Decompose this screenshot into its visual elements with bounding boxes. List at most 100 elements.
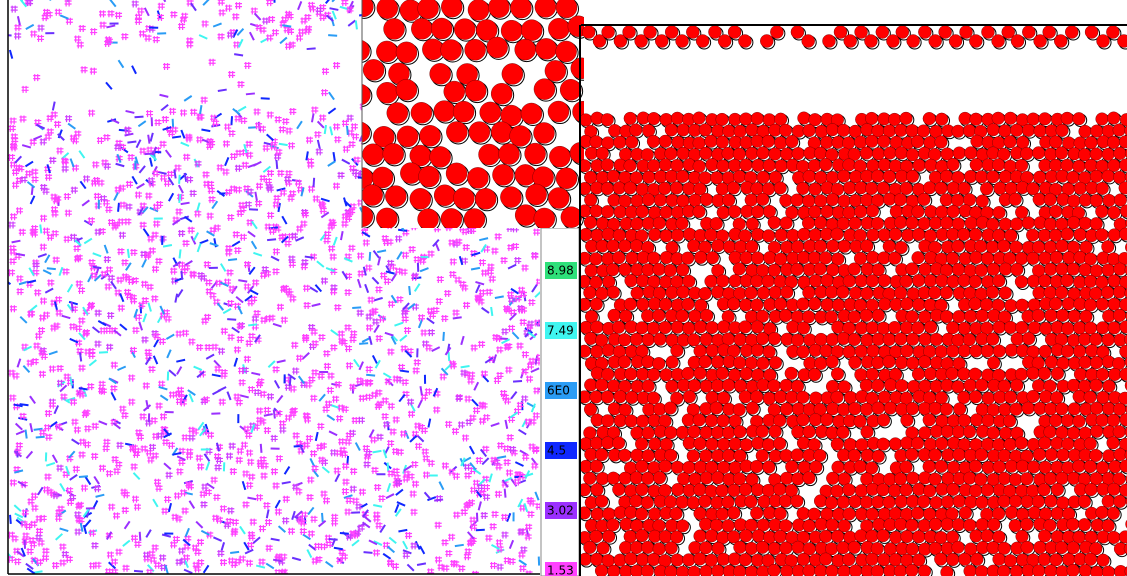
particle — [843, 275, 856, 288]
arrow-glyph — [79, 388, 88, 389]
particle — [923, 112, 936, 125]
particle — [619, 240, 632, 253]
particle — [561, 207, 582, 228]
particle — [618, 356, 631, 369]
arrow-glyph — [32, 186, 33, 195]
particle — [672, 136, 685, 149]
arrow-glyph — [409, 286, 410, 295]
particle — [1067, 171, 1080, 184]
particle — [671, 159, 684, 172]
particle — [1084, 275, 1097, 288]
particle — [740, 367, 753, 380]
particle — [871, 217, 884, 230]
arrow-glyph — [274, 410, 275, 419]
particle — [939, 26, 952, 39]
arrow-glyph — [366, 375, 375, 376]
particle — [809, 275, 822, 288]
particle — [779, 194, 792, 207]
particle — [1090, 356, 1103, 369]
particle — [906, 357, 919, 370]
particle — [822, 35, 835, 48]
particle — [430, 63, 451, 84]
particle — [969, 390, 982, 403]
particle — [500, 187, 521, 208]
particle — [848, 402, 861, 415]
particle — [1090, 148, 1103, 161]
particle — [1032, 309, 1045, 322]
particle — [906, 263, 919, 276]
arrow-glyph — [72, 302, 73, 311]
particle — [808, 297, 821, 310]
particle — [705, 275, 718, 288]
particle — [629, 124, 642, 137]
arrow-glyph — [246, 93, 255, 94]
particle — [861, 123, 874, 136]
particle — [844, 391, 857, 404]
arrow-glyph — [491, 307, 492, 316]
arrow-glyph — [276, 160, 277, 169]
particle — [1010, 124, 1023, 137]
arrow-glyph — [347, 456, 348, 465]
particle — [590, 205, 603, 218]
particle — [1096, 113, 1109, 126]
particle — [787, 229, 800, 242]
particle — [658, 182, 671, 195]
particle — [1039, 252, 1052, 265]
particle — [884, 402, 897, 415]
particle — [912, 298, 925, 311]
particle — [613, 182, 626, 195]
particle — [838, 240, 851, 253]
particle — [733, 148, 746, 161]
particle — [700, 333, 713, 346]
particle — [935, 182, 948, 195]
particle — [865, 112, 878, 125]
particle — [1095, 205, 1108, 218]
particle — [964, 147, 977, 160]
particle — [363, 59, 384, 80]
particle — [750, 275, 763, 288]
arrow-glyph — [290, 377, 291, 386]
particle — [872, 147, 885, 160]
particle — [981, 345, 994, 358]
arrow-glyph — [200, 105, 201, 114]
particle — [1032, 379, 1045, 392]
particle — [792, 147, 805, 160]
particle — [549, 146, 570, 167]
particle — [434, 101, 455, 122]
particle — [733, 263, 746, 276]
particle — [999, 403, 1012, 416]
particle — [970, 345, 983, 358]
particle — [1054, 35, 1067, 48]
particle — [1027, 367, 1040, 380]
particle — [1033, 193, 1046, 206]
particle — [1028, 321, 1041, 334]
particle — [809, 229, 822, 242]
particle — [837, 170, 850, 183]
particle — [1085, 26, 1098, 39]
particle — [660, 368, 673, 381]
particle — [883, 355, 896, 368]
particle — [740, 159, 753, 172]
arrow-glyph — [499, 338, 508, 339]
particle — [582, 26, 595, 39]
particle — [1038, 367, 1051, 380]
particle — [779, 124, 792, 137]
particle — [912, 274, 925, 287]
particle — [924, 321, 937, 334]
particle — [969, 228, 982, 241]
particle — [693, 205, 706, 218]
particle — [1102, 264, 1115, 277]
particle — [647, 368, 660, 381]
particle — [683, 390, 696, 403]
particle — [579, 228, 592, 241]
particle — [876, 26, 889, 39]
particle — [919, 333, 932, 346]
arrow-glyph — [228, 259, 237, 260]
particle — [780, 379, 793, 392]
particle — [1061, 345, 1074, 358]
particle — [1039, 113, 1052, 126]
particle — [952, 125, 965, 138]
particle — [919, 263, 932, 276]
particle — [935, 345, 948, 358]
particle — [791, 334, 804, 347]
